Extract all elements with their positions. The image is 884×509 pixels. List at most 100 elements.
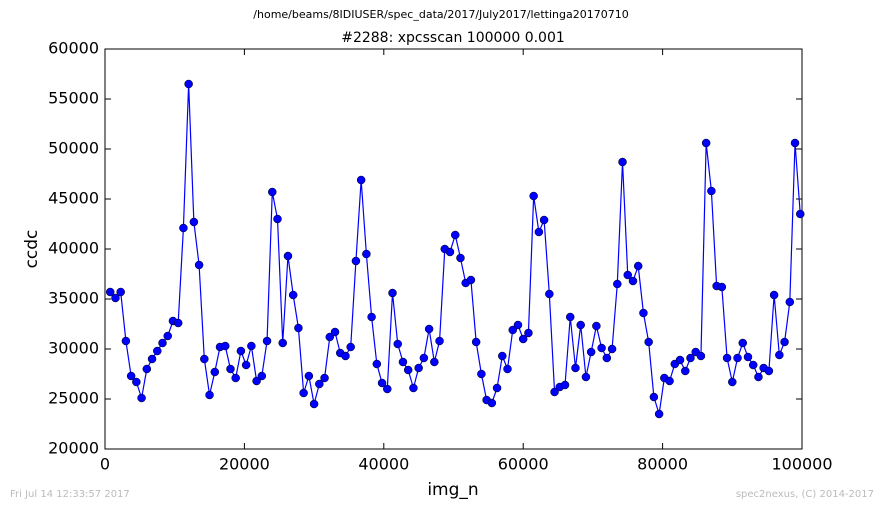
plot-frame [104,48,803,450]
marker [707,186,716,196]
marker [529,191,538,201]
marker [597,343,606,353]
marker [613,279,622,289]
marker [294,323,303,333]
marker [665,376,674,386]
marker [565,312,575,322]
marker [738,338,748,348]
marker [283,251,293,261]
marker [126,371,136,381]
marker [409,383,418,393]
marker [341,351,350,361]
marker [236,346,246,356]
marker [701,138,711,148]
marker [733,353,742,363]
marker [790,138,800,148]
marker [748,360,758,370]
marker [121,336,131,346]
marker [257,371,267,381]
marker [356,175,366,185]
marker [268,187,277,197]
x-tick-label: 20000 [219,455,270,474]
marker [153,346,162,356]
marker [586,347,596,357]
marker [466,275,476,285]
marker [403,365,413,375]
marker [362,249,371,259]
marker [769,290,779,300]
marker [278,338,287,348]
marker [194,260,204,270]
y-axis-label: ccdc [22,230,42,269]
marker [288,290,298,300]
marker [424,324,434,334]
marker [247,341,256,351]
marker [158,338,167,348]
series-line [109,83,801,415]
x-tick-label: 60000 [498,455,549,474]
x-tick-label: 40000 [358,455,409,474]
marker [299,388,308,398]
suptitle: /home/beams/8IDIUSER/spec_data/2017/July… [253,8,628,21]
marker [184,79,193,89]
marker [372,359,382,369]
marker [377,378,387,388]
marker [571,363,580,373]
y-tick-label: 20000 [48,439,99,458]
marker [252,376,261,386]
y-tick-label: 45000 [48,189,99,208]
marker [116,287,125,297]
marker [576,320,585,330]
marker [728,377,737,387]
marker [743,352,753,362]
marker [785,297,795,307]
marker [430,357,439,367]
marker [471,337,481,347]
marker [539,215,549,225]
x-tick-label: 0 [100,455,110,474]
marker [639,308,648,318]
y-tick-label: 35000 [48,289,99,308]
marker [592,321,601,331]
marker [346,342,355,352]
marker [649,392,659,402]
marker [524,328,533,338]
y-tick-label: 30000 [48,339,99,358]
marker [393,339,402,349]
marker [607,344,617,354]
marker [498,351,507,361]
marker [654,409,664,419]
marker [487,398,497,408]
y-tick-label: 60000 [48,39,99,58]
marker [780,337,789,347]
marker [351,256,361,266]
marker [163,331,172,341]
marker [273,214,282,224]
marker [722,353,732,363]
marker [383,384,392,394]
marker [309,399,319,409]
marker [534,227,544,237]
marker [132,377,141,387]
footer-left: Fri Jul 14 12:33:57 2017 [10,489,130,500]
marker [628,276,638,286]
x-tick-label: 80000 [637,455,688,474]
marker [142,364,152,374]
y-tick-label: 50000 [48,139,99,158]
marker [503,364,512,374]
marker [367,312,376,322]
marker [754,372,763,382]
marker [686,353,695,363]
marker [518,334,528,344]
marker [644,337,653,347]
marker [105,287,115,297]
marker [560,380,570,390]
marker [717,282,727,292]
marker [147,354,157,364]
marker [764,366,774,376]
marker [435,336,444,346]
marker [618,157,627,167]
marker [226,364,235,374]
marker [320,373,329,383]
